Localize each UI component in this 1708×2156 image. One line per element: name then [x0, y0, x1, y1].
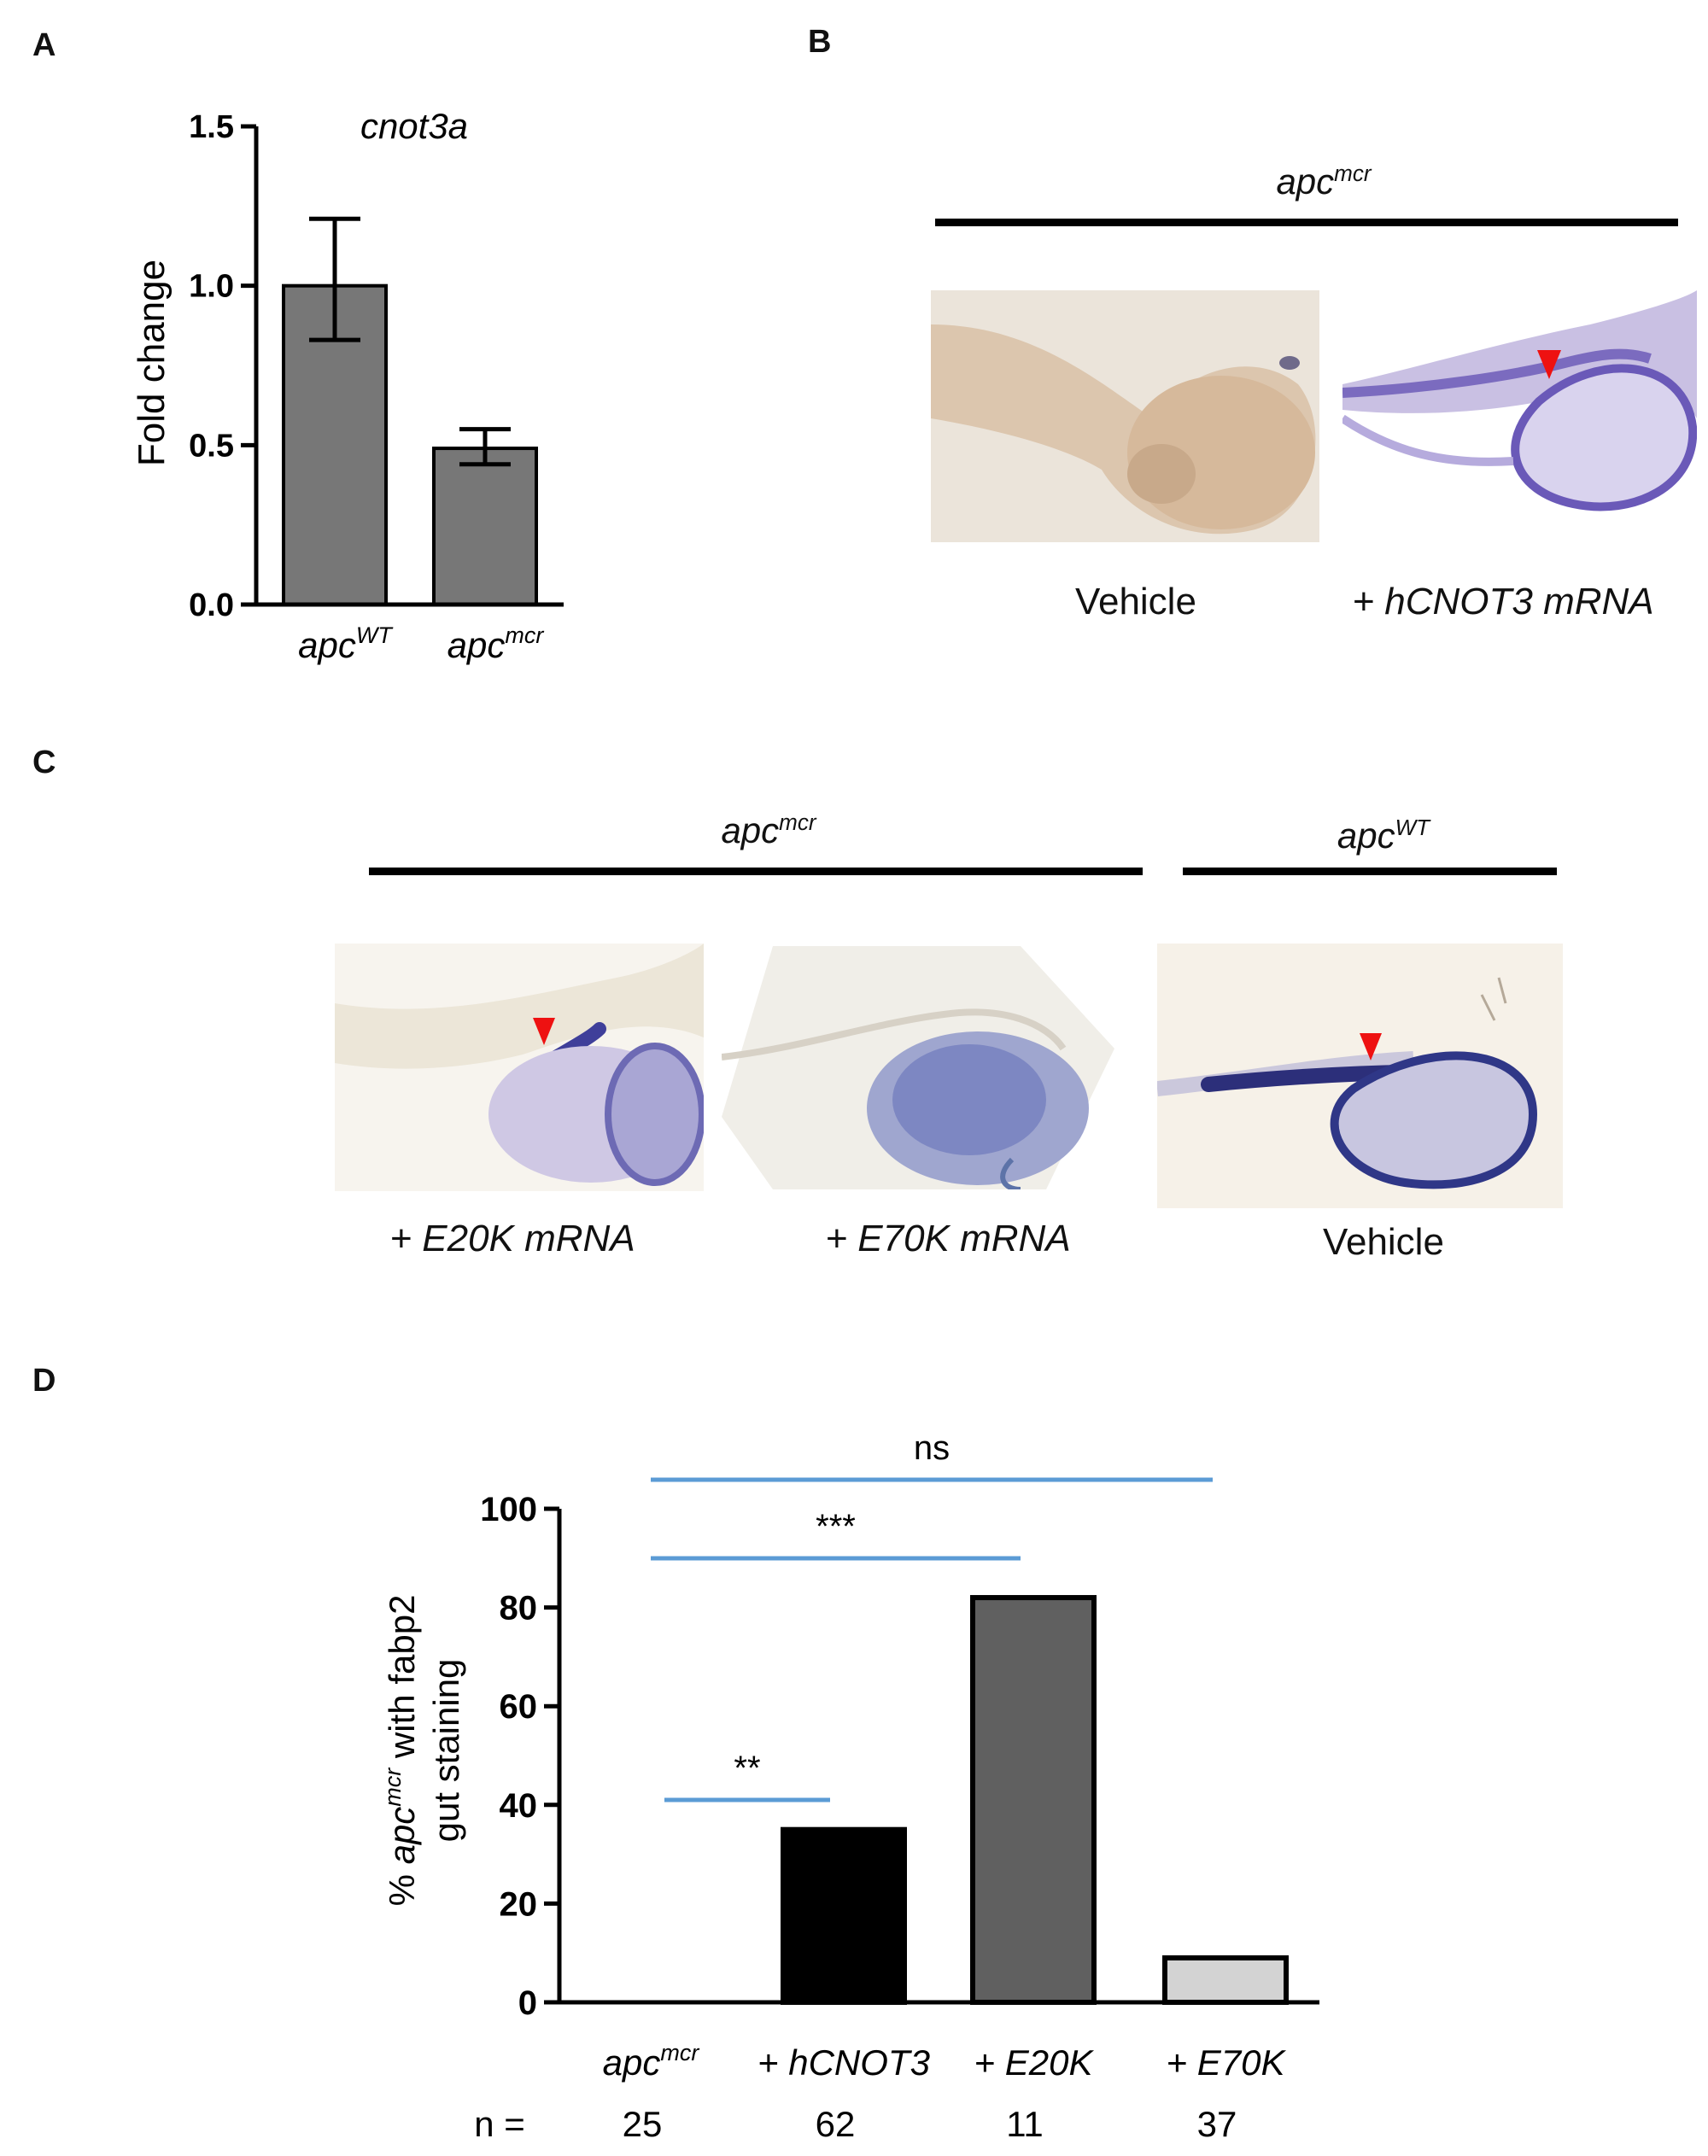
panel-c-group-bar-mcr [369, 868, 1143, 875]
panel-c-group-bar-wt [1183, 868, 1557, 875]
panel-b-group-label: apcmcr [1276, 161, 1372, 202]
chart-d-x-label: + hCNOT3 [757, 2042, 930, 2083]
chart-a-y-label: Fold change [131, 260, 173, 466]
chart-a-ytick-label: 1.5 [189, 109, 234, 145]
chart-d-n-value: 62 [816, 2104, 856, 2144]
significance-label: ** [734, 1750, 760, 1787]
arrowhead-marker-wt [1360, 1033, 1382, 1060]
chart-d-bar [1162, 1954, 1289, 2005]
image-e20k-apcmcr [335, 944, 704, 1191]
chart-d-n-value: 11 [1006, 2104, 1044, 2144]
chart-a-x-label: apcmcr [447, 622, 545, 665]
image-vehicle-apcwt [1157, 944, 1563, 1208]
chart-d-ytick-label: 0 [518, 1984, 537, 2022]
svg-text:gut staining: gut staining [426, 1659, 466, 1843]
panel-label-b: B [808, 24, 832, 60]
chart-d-x-label: + E70K [1167, 2042, 1287, 2083]
arrowhead-marker-e20k [533, 1018, 555, 1045]
chart-d-bar [781, 1826, 907, 2006]
chart-d-ytick-label: 100 [480, 1491, 537, 1528]
image-hcnot3-apcmcr [1342, 290, 1697, 529]
chart-d-y-label: % apcmcr with fabp2 gut staining [380, 1595, 466, 1907]
chart-d-ytick-label: 40 [500, 1787, 538, 1825]
panel-c-group-label-wt: apcWT [1337, 815, 1430, 856]
chart-d-n-value: 25 [623, 2104, 663, 2144]
n-label: n = [474, 2104, 525, 2144]
caption-hcnot3-b: + hCNOT3 mRNA [1352, 581, 1654, 622]
chart-d-ytick-label: 80 [500, 1590, 538, 1627]
chart-d-ytick-label: 60 [500, 1688, 538, 1726]
chart-d-n-value: 37 [1197, 2104, 1237, 2144]
chart-a-title: cnot3a [360, 106, 468, 146]
caption-e70k-c: + E70K mRNA [825, 1218, 1071, 1259]
chart-d-ytick-label: 20 [500, 1885, 538, 1923]
chart-d-x-label: + E20K [974, 2042, 1095, 2083]
panel-b-group-bar [935, 219, 1678, 226]
svg-text:% apcmcr with fabp2: % apcmcr with fabp2 [380, 1595, 422, 1907]
chart-d-x-label: apcmcr [603, 2040, 700, 2083]
chart-a-ytick-label: 1.0 [189, 269, 234, 305]
chart-a-ytick-label: 0.0 [189, 587, 234, 623]
significance-label: ns [914, 1429, 950, 1467]
arrowhead-marker-b [1537, 350, 1561, 379]
caption-e20k-c: + E20K mRNA [389, 1218, 635, 1259]
chart-a: 0.0 0.5 1.0 1.5 cnot3a Fold change apcWT apc… [131, 106, 564, 665]
image-vehicle-apcmcr [931, 290, 1319, 542]
panel-label-c: C [32, 745, 56, 780]
caption-vehicle-b: Vehicle [1075, 581, 1196, 622]
panel-label-d: D [32, 1363, 56, 1399]
chart-a-bar [432, 447, 538, 606]
panel-label-a: A [32, 27, 56, 63]
caption-vehicle-c: Vehicle [1323, 1221, 1444, 1263]
significance-label: *** [816, 1508, 856, 1545]
image-e70k-apcmcr [722, 946, 1114, 1189]
chart-d-bar [970, 1595, 1097, 2005]
chart-a-x-label: apcWT [298, 622, 394, 665]
chart-a-ytick-label: 0.5 [189, 428, 234, 464]
panel-c-group-label-mcr: apcmcr [721, 809, 816, 850]
